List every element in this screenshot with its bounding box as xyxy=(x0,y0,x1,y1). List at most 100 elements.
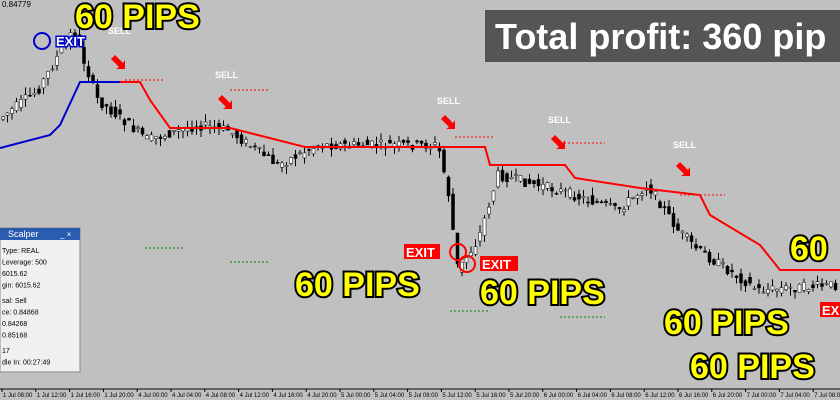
candle-body xyxy=(100,97,104,109)
candle-body xyxy=(694,244,698,249)
candle-body xyxy=(257,147,262,149)
candle-body xyxy=(613,203,617,206)
candle-body xyxy=(455,232,460,265)
candle-body xyxy=(158,136,163,139)
x-tick-label: 4 Jul 04:00 xyxy=(172,393,202,399)
candle-body xyxy=(599,201,604,204)
candle-body xyxy=(725,266,730,275)
sell-arrows xyxy=(111,55,690,176)
candle-body xyxy=(604,200,608,203)
panel-line: gin: 6015.62 xyxy=(2,283,41,290)
pips-label: 60 PIPS xyxy=(295,266,420,304)
candle-body xyxy=(518,175,523,182)
candle-body xyxy=(433,142,437,145)
candle-body xyxy=(230,133,235,136)
candle-body xyxy=(590,195,595,205)
x-tick-label: 7 Jul 04:00 xyxy=(780,393,810,399)
candle-body xyxy=(50,68,55,71)
candle-body xyxy=(388,139,392,144)
pips-label: 60 PIPS xyxy=(75,0,200,36)
candle-body xyxy=(563,189,568,192)
candle-body xyxy=(77,34,82,46)
candle-body xyxy=(293,154,298,159)
candle-body xyxy=(559,188,563,192)
candle-body xyxy=(136,127,140,129)
pips-label: 60 PIPS xyxy=(664,304,789,342)
trail-blue xyxy=(0,81,120,149)
candle-body xyxy=(779,287,784,294)
exit-label: EXIT xyxy=(822,303,840,318)
candle-body xyxy=(671,213,676,227)
candle-body xyxy=(307,149,311,151)
x-tick-label: 5 Jul 20:00 xyxy=(510,393,540,399)
candle-body xyxy=(784,285,788,290)
x-tick-label: 6 Jul 08:00 xyxy=(611,393,641,399)
x-tick-label: 5 Jul 08:00 xyxy=(409,393,439,399)
x-tick-label: 7 Jul 00:00 xyxy=(747,393,777,399)
x-tick-label: 6 Jul 20:00 xyxy=(713,393,743,399)
panel-line: Leverage: 500 xyxy=(2,260,47,267)
exit-box xyxy=(480,256,518,271)
candle-body xyxy=(406,140,410,143)
x-tick-label: 4 Jul 16:00 xyxy=(273,393,303,399)
candle-body xyxy=(446,176,451,197)
x-tick-label: 5 Jul 00:00 xyxy=(341,393,371,399)
total-profit: Total profit: 360 pip xyxy=(495,16,826,57)
candle-body xyxy=(811,284,815,289)
candle-body xyxy=(311,148,316,155)
x-tick-label: 5 Jul 12:00 xyxy=(442,393,472,399)
candle-body xyxy=(167,130,172,138)
candle-body xyxy=(622,209,626,212)
panel-line: ce: 0.84868 xyxy=(2,310,39,317)
candle-body xyxy=(203,121,208,126)
candle-body xyxy=(761,291,766,294)
panel-line: dle In: 00:27:49 xyxy=(2,360,50,367)
candle-body xyxy=(298,152,302,155)
candle-body xyxy=(275,161,280,164)
candle-body xyxy=(595,201,599,203)
candle-body xyxy=(752,288,757,290)
trail-red xyxy=(120,81,840,271)
pips-label: 60 PIPS xyxy=(690,348,815,386)
candle-body xyxy=(730,269,734,273)
candle-body xyxy=(626,197,631,207)
x-tick-label: 4 Jul 08:00 xyxy=(206,393,236,399)
candle-body xyxy=(554,193,559,195)
candle-body xyxy=(833,282,838,291)
sell-label: SELL xyxy=(108,26,132,36)
candle-body xyxy=(14,101,19,111)
x-tick-label: 1 Jul 08:00 xyxy=(3,393,33,399)
candle-body xyxy=(478,232,482,242)
candle-body xyxy=(343,140,347,144)
candle-body xyxy=(514,174,518,176)
sell-levels xyxy=(125,79,725,196)
candle-body xyxy=(64,40,68,45)
candle-body xyxy=(617,207,622,210)
candle-body xyxy=(401,139,406,143)
candle-body xyxy=(734,275,739,278)
candle-body xyxy=(235,130,239,139)
candle-body xyxy=(73,32,77,40)
panel-close[interactable]: _ × xyxy=(59,230,72,239)
candle-body xyxy=(113,106,118,118)
candle-body xyxy=(667,206,671,214)
candle-body xyxy=(757,284,761,289)
candle-body xyxy=(739,273,743,284)
panel-line: 0.85168 xyxy=(2,333,27,340)
candle-body xyxy=(23,94,28,100)
candle-body xyxy=(1,116,5,120)
candle-body xyxy=(658,201,662,209)
sell-label: SELL xyxy=(673,140,697,150)
candle-body xyxy=(46,71,50,79)
candle-body xyxy=(325,143,329,147)
candle-body xyxy=(91,75,95,82)
candle-body xyxy=(280,162,284,168)
candle-body xyxy=(500,169,505,182)
candle-body xyxy=(577,193,581,200)
candle-body xyxy=(397,141,401,147)
candle-body xyxy=(469,252,473,257)
x-tick-label: 6 Jul 00:00 xyxy=(544,393,574,399)
candle-body xyxy=(527,178,532,184)
candle-body xyxy=(491,190,496,202)
